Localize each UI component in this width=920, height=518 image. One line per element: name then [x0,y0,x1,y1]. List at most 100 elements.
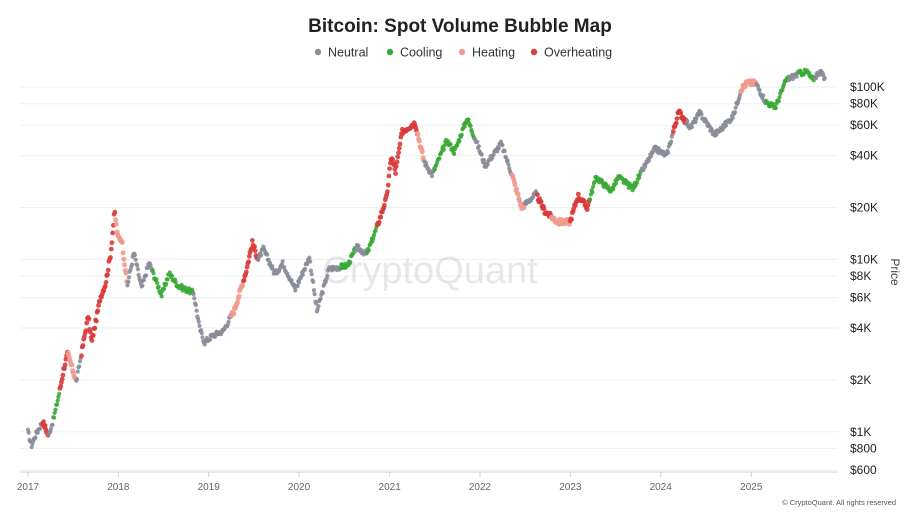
point-neutral [300,272,305,277]
point-cooling [437,156,442,161]
legend-label-cooling[interactable]: Cooling [400,46,442,60]
point-neutral [200,335,205,340]
point-neutral [33,435,38,440]
point-neutral [270,264,275,269]
point-neutral [293,288,298,293]
point-cooling [154,277,159,282]
point-neutral [144,273,149,278]
point-overheating [535,192,540,198]
legend-marker-overheating [530,48,538,56]
x-tick-label: 2020 [288,482,311,493]
point-neutral [709,127,715,132]
y-tick-label: $6K [850,291,871,305]
point-neutral [302,267,308,272]
point-overheating [241,277,247,283]
point-overheating [385,182,391,188]
y-tick-label: $10K [850,252,878,266]
point-overheating [394,159,400,165]
point-cooling [611,187,616,192]
point-neutral [196,319,201,324]
point-heating [514,186,520,192]
point-overheating [62,366,67,371]
point-neutral [199,331,204,336]
point-neutral [485,162,490,167]
point-neutral [126,275,132,280]
x-tick-label: 2022 [469,482,492,493]
point-neutral [128,267,133,272]
point-cooling [457,139,462,144]
point-neutral [822,76,827,81]
legend-label-neutral[interactable]: Neutral [328,46,368,60]
point-overheating [93,318,99,324]
point-heating [415,131,421,137]
point-overheating [390,157,395,163]
point-neutral [226,319,231,324]
point-neutral [148,263,153,268]
point-overheating [569,217,574,222]
point-neutral [50,422,55,427]
point-overheating [112,209,118,215]
point-cooling [466,117,471,122]
point-neutral [26,430,31,435]
point-neutral [135,267,140,272]
point-cooling [366,248,371,253]
point-neutral [77,364,82,369]
point-cooling [459,132,464,137]
point-overheating [378,214,384,220]
point-overheating [252,244,257,250]
point-neutral [307,255,312,260]
point-overheating [395,154,401,160]
point-overheating [382,202,387,208]
point-overheating [90,333,96,338]
point-cooling [183,285,188,290]
legend-label-overheating[interactable]: Overheating [544,46,612,60]
point-cooling [777,95,782,100]
point-cooling [165,277,170,282]
point-overheating [102,283,108,289]
point-cooling [590,190,595,195]
point-neutral [641,167,646,173]
point-cooling [155,280,160,286]
point-neutral [309,272,314,277]
point-neutral [505,158,510,163]
point-neutral [202,342,207,347]
point-neutral [132,252,137,258]
point-heating [123,270,129,276]
point-overheating [105,267,111,273]
point-heating [113,221,119,227]
point-neutral [479,152,484,157]
point-cooling [468,123,473,128]
point-overheating [62,362,68,368]
point-overheating [575,191,581,197]
chart-title: Bitcoin: Spot Volume Bubble Map [308,16,612,37]
point-neutral [496,146,501,151]
y-tick-label: $20K [850,200,878,214]
point-heating [231,311,237,317]
legend-label-heating[interactable]: Heating [472,46,515,60]
point-heating [121,256,127,262]
point-overheating [246,259,252,265]
point-neutral [475,139,480,144]
point-overheating [41,419,46,425]
point-neutral [133,257,138,262]
point-neutral [714,132,719,137]
point-overheating [243,269,249,275]
x-tick-label: 2023 [559,482,582,493]
point-heating [69,362,75,368]
point-overheating [252,248,258,254]
legend-marker-neutral [314,48,322,56]
point-heating [416,138,422,144]
x-tick-label: 2021 [379,482,402,493]
point-cooling [637,175,642,180]
point-overheating [95,308,101,314]
point-neutral [194,308,199,313]
point-cooling [780,87,785,92]
point-cooling [371,233,377,238]
point-cooling [156,284,161,289]
y-tick-label: $100K [850,80,885,94]
y-tick-label: $4K [850,321,871,335]
point-neutral [761,93,766,98]
x-tick-label: 2024 [650,482,673,493]
point-heating [234,300,240,306]
